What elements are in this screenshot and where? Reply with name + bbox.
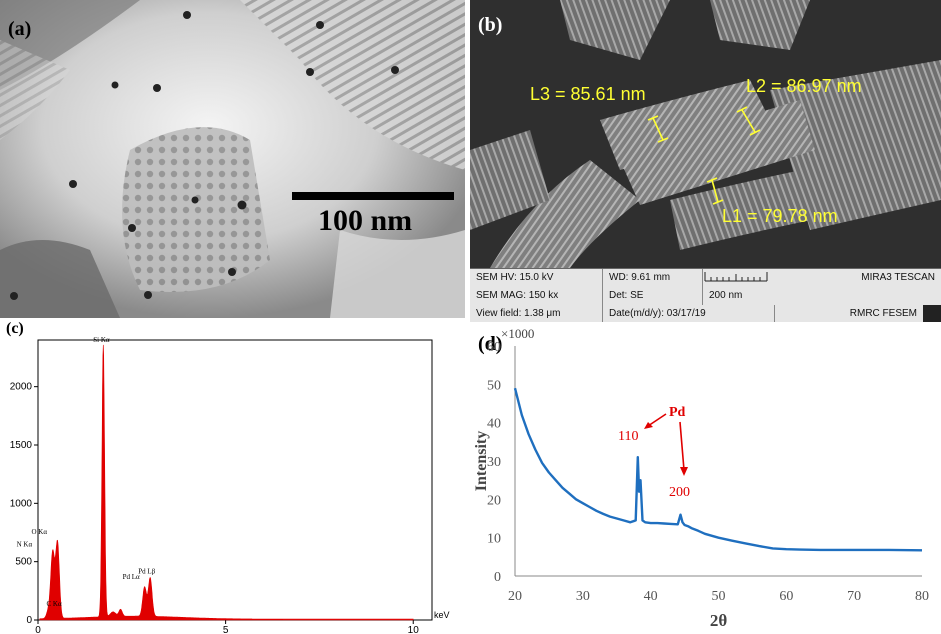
y-tick-label: 500 — [15, 557, 32, 568]
x-tick-label: 20 — [508, 589, 522, 604]
spectrum-area — [39, 344, 414, 621]
tem-image-panel: (a) 100 nm — [0, 0, 465, 318]
y-axis-title: Intensity — [473, 431, 490, 491]
sem-micrograph — [470, 0, 941, 268]
info-scale-value: 200 nm — [709, 290, 743, 301]
tem-micrograph — [0, 0, 465, 318]
x-tick-label: 80 — [915, 589, 929, 604]
info-row: View field: 1.38 μm Date(m/d/y): 03/17/1… — [470, 305, 941, 322]
info-hv: SEM HV: 15.0 kV — [470, 269, 603, 287]
arrow-200 — [679, 421, 685, 471]
x-unit-label: keV — [434, 610, 450, 620]
y-tick-label: 30 — [487, 455, 501, 470]
y-tick-label: 0 — [26, 615, 32, 626]
scale-bar — [292, 192, 454, 200]
peak-label: Si Kα — [93, 336, 110, 344]
info-row: SEM MAG: 150 kx Det: SE 200 nm — [470, 287, 941, 305]
x-tick-label: 10 — [408, 625, 420, 634]
measurement-l3: L3 = 85.61 nm — [530, 84, 646, 104]
sem-info-bar: SEM HV: 15.0 kV WD: 9.61 mm MIRA3 TESCAN… — [470, 268, 941, 322]
peak-label: Pd Lα — [123, 573, 140, 581]
scale-bar-label: 100 nm — [318, 204, 413, 237]
x-axis-title: 2θ — [710, 611, 728, 630]
xrd-chart: (d)×1000 0 10 20 30 40 50 60 20 30 40 50 60 70 80 2θ Int… — [473, 326, 929, 630]
panel-label-c: (c) — [6, 322, 24, 337]
arrowhead-110 — [644, 422, 653, 429]
eds-chart: 0 500 1000 1500 2000 0 5 10 keV C Kα N Kα O Kα Si Kα… — [10, 336, 450, 634]
info-wd: WD: 9.61 mm — [603, 269, 703, 287]
peak-label: O Kα — [32, 528, 48, 536]
measurement-l1: L1 = 79.78 nm — [722, 206, 838, 226]
sem-image-panel: (b) L3 = 85.61 nm L2 = 86.97 nm L1 = 79.… — [470, 0, 941, 322]
y-tick-label: 60 — [487, 340, 501, 355]
info-mag: SEM MAG: 150 kx — [470, 287, 603, 305]
info-det: Det: SE — [603, 287, 703, 305]
panel-label-d: (d) — [478, 333, 502, 355]
x-tick-label: 60 — [779, 589, 793, 604]
info-row: SEM HV: 15.0 kV WD: 9.61 mm MIRA3 TESCAN — [470, 269, 941, 287]
info-date: Date(m/d/y): 03/17/19 — [603, 305, 775, 322]
y-tick-label: 40 — [487, 417, 501, 432]
y-tick-label: 1000 — [10, 498, 33, 509]
xrd-line — [513, 387, 923, 552]
arrow-110 — [647, 413, 667, 427]
xrd-pattern-panel: (d) ×1000 0 10 20 30 40 50 60 20 30 40 50 60 70 80 2θ Int… — [470, 322, 941, 634]
plot-frame — [37, 339, 433, 621]
y-tick-label: 0 — [494, 570, 501, 585]
y-tick-label: 50 — [487, 378, 501, 393]
arrowhead-200 — [680, 467, 688, 476]
x-tick-label: 70 — [847, 589, 861, 604]
x-tick-label: 50 — [712, 589, 726, 604]
panel-label-a: (a) — [8, 18, 32, 40]
peak-label: Pd Lβ — [138, 568, 155, 576]
annotation-110: 110 — [618, 429, 638, 444]
y-tick-label: 10 — [487, 532, 501, 547]
x-tick-label: 5 — [223, 625, 229, 634]
info-view-field: View field: 1.38 μm — [470, 305, 603, 322]
scale-ruler — [703, 269, 775, 287]
info-brand: MIRA3 TESCAN — [861, 272, 935, 283]
annotation-pd: Pd — [669, 405, 686, 420]
peak-label: N Kα — [17, 541, 33, 549]
y-tick-label: 2000 — [10, 382, 33, 393]
eds-spectrum-panel: 0 500 1000 1500 2000 0 5 10 keV C Kα N Kα O Kα Si Kα… — [0, 322, 470, 634]
annotation-200: 200 — [669, 485, 690, 500]
info-lab: RMRC FESEM — [849, 308, 917, 319]
logo-icon — [923, 305, 941, 322]
x-tick-label: 0 — [35, 625, 41, 634]
peak-label: C Kα — [47, 600, 62, 608]
x-tick-label: 30 — [576, 589, 590, 604]
y-tick-label: 20 — [487, 493, 501, 508]
y-tick-label: 1500 — [10, 440, 33, 451]
multiplier-label: ×1000 — [501, 326, 534, 341]
x-tick-label: 40 — [644, 589, 658, 604]
measurement-l2: L2 = 86.97 nm — [746, 76, 862, 96]
panel-label-b: (b) — [478, 14, 503, 36]
